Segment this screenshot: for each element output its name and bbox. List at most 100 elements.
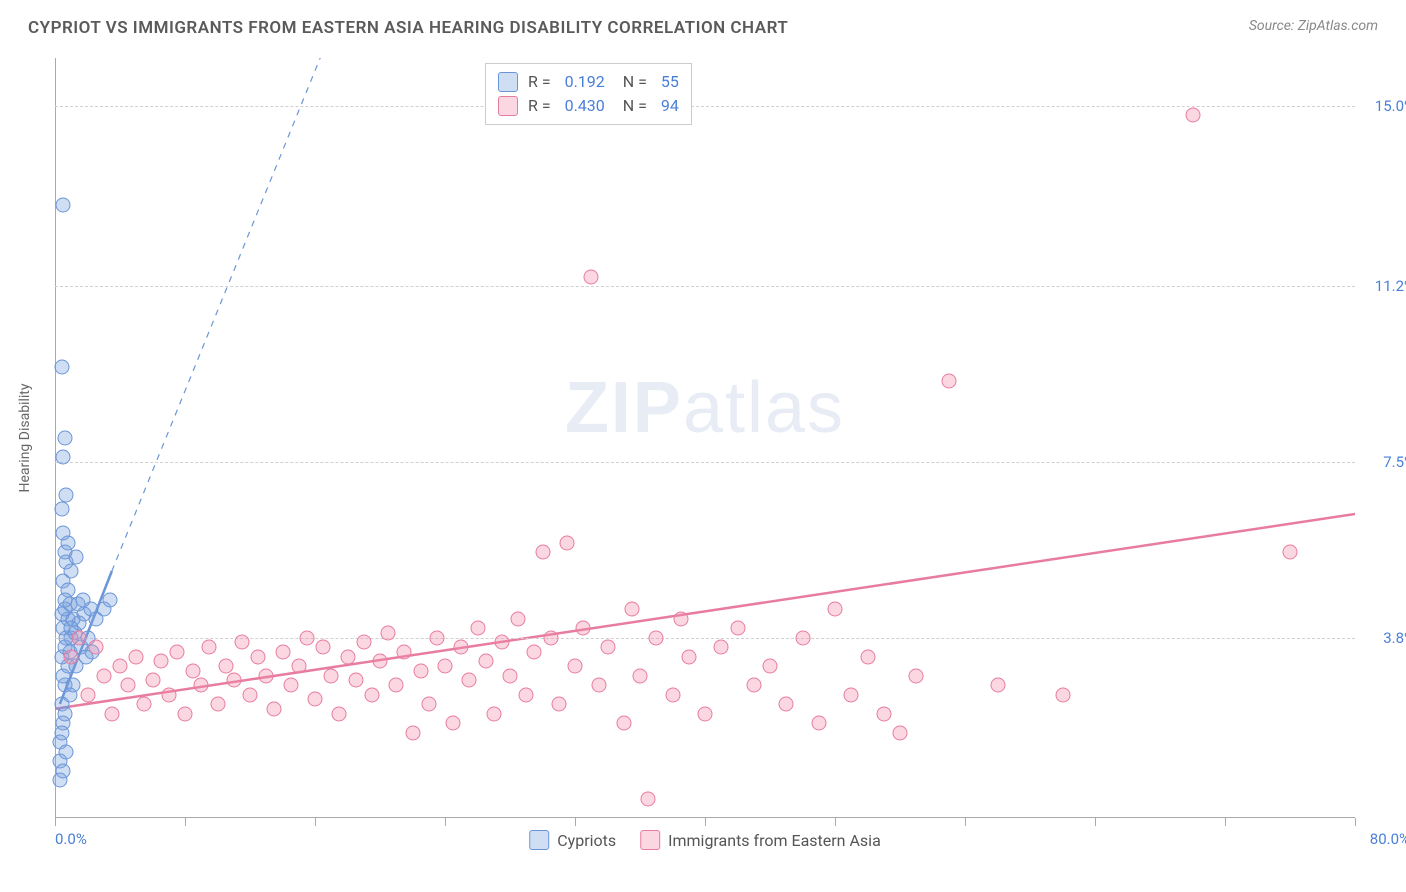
scatter-point <box>698 706 713 721</box>
scatter-point <box>226 673 241 688</box>
scatter-point <box>811 716 826 731</box>
scatter-point <box>405 725 420 740</box>
scatter-point <box>559 535 574 550</box>
grid-line <box>55 286 1355 287</box>
trend-line-dash-a <box>112 58 494 571</box>
scatter-point <box>57 706 72 721</box>
x-axis-end-label: 80.0% <box>1370 830 1406 848</box>
scatter-point <box>324 668 339 683</box>
swatch-b-icon <box>640 830 660 850</box>
r-label: R = <box>528 70 555 94</box>
y-axis-label: Hearing Disability <box>17 384 33 493</box>
scatter-point <box>454 640 469 655</box>
scatter-point <box>316 640 331 655</box>
scatter-point <box>121 678 136 693</box>
scatter-point <box>88 640 103 655</box>
scatter-point <box>470 621 485 636</box>
scatter-point <box>876 706 891 721</box>
scatter-point <box>340 649 355 664</box>
scatter-point <box>373 654 388 669</box>
scatter-point <box>59 488 74 503</box>
scatter-point <box>356 635 371 650</box>
source-attribution: Source: ZipAtlas.com <box>1249 18 1378 34</box>
swatch-a-icon <box>498 72 518 92</box>
scatter-point <box>503 668 518 683</box>
x-tick <box>1355 818 1356 826</box>
x-tick <box>575 818 576 826</box>
scatter-point <box>478 654 493 669</box>
scatter-point <box>1055 687 1070 702</box>
scatter-point <box>568 659 583 674</box>
stats-row-a: R = 0.192 N = 55 <box>498 70 679 94</box>
scatter-point <box>828 602 843 617</box>
scatter-point <box>844 687 859 702</box>
scatter-point <box>291 659 306 674</box>
scatter-point <box>56 450 71 465</box>
scatter-point <box>600 640 615 655</box>
scatter-point <box>1283 545 1298 560</box>
grid-line <box>55 462 1355 463</box>
scatter-point <box>429 630 444 645</box>
trend-line-b <box>55 514 1355 709</box>
chart-container: Hearing Disability ZIPatlas 3.8%7.5%11.2… <box>55 58 1355 818</box>
n-value-a: 55 <box>661 70 679 94</box>
scatter-point <box>210 697 225 712</box>
y-tick-label: 7.5% <box>1383 453 1406 471</box>
series-legend: Cypriots Immigrants from Eastern Asia <box>529 830 881 850</box>
x-tick <box>445 818 446 826</box>
scatter-point <box>54 359 69 374</box>
scatter-point <box>413 663 428 678</box>
scatter-point <box>763 659 778 674</box>
scatter-point <box>665 687 680 702</box>
scatter-point <box>795 630 810 645</box>
x-tick <box>1225 818 1226 826</box>
scatter-point <box>616 716 631 731</box>
scatter-point <box>54 502 69 517</box>
scatter-point <box>527 644 542 659</box>
scatter-point <box>251 649 266 664</box>
scatter-point <box>145 673 160 688</box>
scatter-point <box>624 602 639 617</box>
scatter-point <box>364 687 379 702</box>
x-tick <box>55 818 56 826</box>
scatter-point <box>64 649 79 664</box>
y-tick-label: 3.8% <box>1383 629 1406 647</box>
watermark: ZIPatlas <box>565 367 845 449</box>
n-label: N = <box>615 70 651 94</box>
scatter-point <box>535 545 550 560</box>
scatter-point <box>576 621 591 636</box>
scatter-point <box>308 692 323 707</box>
scatter-point <box>283 678 298 693</box>
scatter-point <box>714 640 729 655</box>
scatter-point <box>592 678 607 693</box>
scatter-point <box>259 668 274 683</box>
scatter-point <box>494 635 509 650</box>
r-value-a: 0.192 <box>565 70 605 94</box>
x-tick <box>965 818 966 826</box>
scatter-point <box>990 678 1005 693</box>
scatter-point <box>186 663 201 678</box>
scatter-point <box>551 697 566 712</box>
scatter-point <box>348 673 363 688</box>
legend-item-b: Immigrants from Eastern Asia <box>640 830 881 850</box>
scatter-point <box>56 526 71 541</box>
scatter-point <box>194 678 209 693</box>
n-value-b: 94 <box>661 94 679 118</box>
scatter-point <box>104 706 119 721</box>
legend-label-b: Immigrants from Eastern Asia <box>668 831 881 850</box>
scatter-point <box>57 592 72 607</box>
scatter-point <box>584 269 599 284</box>
scatter-point <box>909 668 924 683</box>
scatter-point <box>80 687 95 702</box>
scatter-point <box>421 697 436 712</box>
trend-lines-svg <box>55 58 1355 818</box>
scatter-point <box>65 678 80 693</box>
scatter-point <box>113 659 128 674</box>
scatter-point <box>75 592 90 607</box>
scatter-point <box>397 644 412 659</box>
scatter-point <box>332 706 347 721</box>
scatter-point <box>511 611 526 626</box>
legend-item-a: Cypriots <box>529 830 616 850</box>
scatter-point <box>96 668 111 683</box>
scatter-point <box>381 625 396 640</box>
